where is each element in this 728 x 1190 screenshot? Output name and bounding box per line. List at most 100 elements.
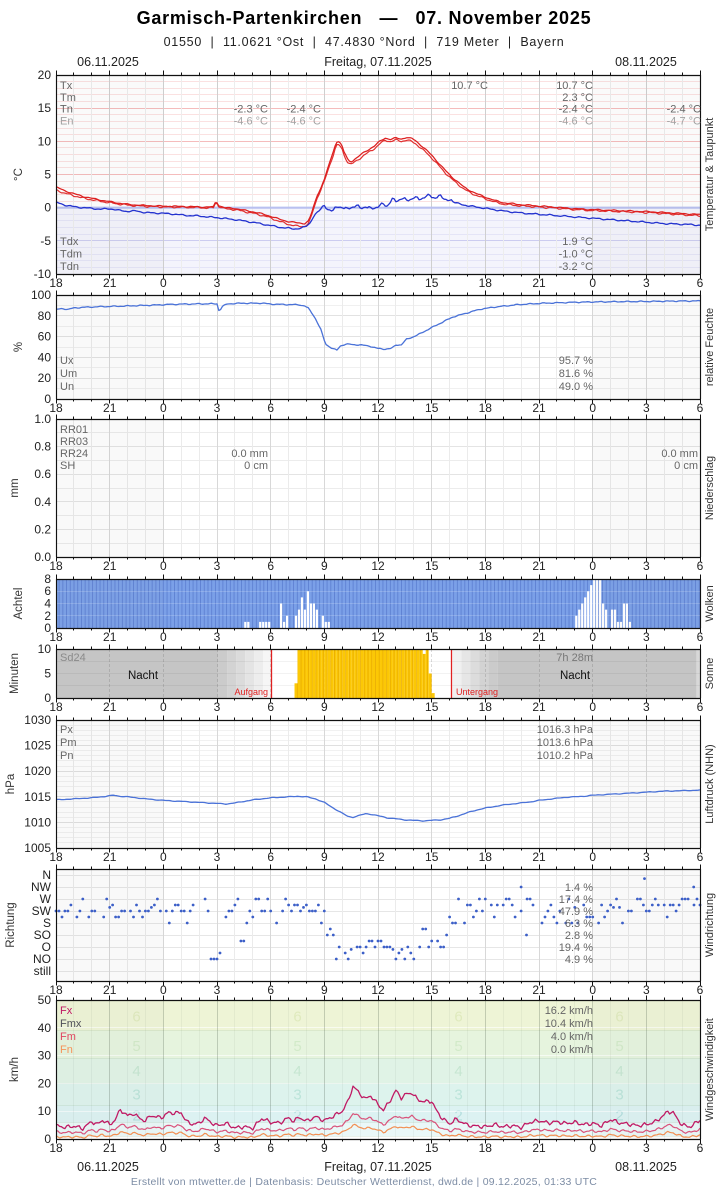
svg-text:-1.0 °C: -1.0 °C — [559, 249, 593, 261]
svg-text:20: 20 — [38, 1076, 52, 1090]
svg-text:Richtung: Richtung — [5, 902, 17, 947]
svg-text:4: 4 — [44, 597, 51, 611]
svg-text:Windgeschwindigkeit: Windgeschwindigkeit — [704, 1018, 716, 1121]
svg-text:15: 15 — [425, 401, 439, 415]
svg-text:Un: Un — [60, 381, 74, 393]
svg-text:Temperatur & Taupunkt: Temperatur & Taupunkt — [704, 118, 716, 232]
svg-text:Fm: Fm — [60, 1031, 76, 1043]
svg-text:1.9 °C: 1.9 °C — [562, 236, 593, 248]
svg-text:Nacht: Nacht — [128, 670, 159, 682]
svg-text:Tn: Tn — [60, 104, 73, 116]
svg-text:%: % — [13, 342, 25, 352]
svg-text:3: 3 — [293, 1087, 301, 1104]
svg-text:2.3 °C: 2.3 °C — [562, 92, 593, 104]
svg-text:Pn: Pn — [60, 750, 73, 762]
svg-text:2: 2 — [454, 1107, 462, 1124]
svg-text:2.8 %: 2.8 % — [565, 930, 593, 942]
svg-text:6: 6 — [267, 700, 274, 714]
svg-text:15: 15 — [38, 101, 52, 115]
svg-text:6.3 %: 6.3 % — [565, 918, 593, 930]
svg-text:-3.2 °C: -3.2 °C — [559, 261, 593, 273]
svg-text:6: 6 — [267, 276, 274, 290]
svg-text:18: 18 — [49, 700, 63, 714]
svg-text:18: 18 — [479, 559, 493, 573]
svg-text:06.11.2025: 06.11.2025 — [77, 55, 139, 69]
svg-text:4: 4 — [615, 1063, 623, 1080]
svg-text:O: O — [42, 940, 51, 954]
svg-text:6: 6 — [697, 1141, 704, 1155]
svg-text:1016.3 hPa: 1016.3 hPa — [537, 724, 594, 736]
svg-text:6: 6 — [454, 1009, 462, 1026]
svg-text:-4.6 °C: -4.6 °C — [287, 115, 321, 127]
svg-text:9: 9 — [321, 1141, 328, 1155]
svg-text:95.7 %: 95.7 % — [559, 355, 593, 367]
svg-text:-4.7 °C: -4.7 °C — [667, 115, 701, 127]
svg-text:2: 2 — [615, 1107, 623, 1124]
svg-text:47.9 %: 47.9 % — [559, 906, 593, 918]
svg-text:20: 20 — [38, 68, 52, 82]
svg-text:5: 5 — [615, 1038, 623, 1055]
svg-text:10: 10 — [38, 1104, 52, 1118]
svg-text:NW: NW — [31, 880, 52, 894]
svg-text:6: 6 — [697, 700, 704, 714]
svg-text:49.0 %: 49.0 % — [559, 381, 593, 393]
svg-text:5: 5 — [132, 1038, 140, 1055]
svg-text:18: 18 — [479, 630, 493, 644]
svg-text:21: 21 — [103, 700, 117, 714]
svg-text:18: 18 — [479, 700, 493, 714]
svg-text:18: 18 — [479, 401, 493, 415]
svg-text:15: 15 — [425, 1141, 439, 1155]
svg-text:12: 12 — [371, 401, 385, 415]
svg-text:0 cm: 0 cm — [244, 460, 268, 472]
svg-text:1.4 %: 1.4 % — [565, 882, 593, 894]
svg-text:Tdm: Tdm — [60, 249, 82, 261]
svg-text:5: 5 — [454, 1038, 462, 1055]
svg-text:3: 3 — [214, 1141, 221, 1155]
svg-text:0: 0 — [44, 1132, 51, 1146]
svg-text:2: 2 — [44, 609, 51, 623]
svg-text:-2.4 °C: -2.4 °C — [559, 104, 593, 116]
svg-text:20: 20 — [38, 371, 52, 385]
svg-text:12: 12 — [371, 559, 385, 573]
svg-text:4.0 km/h: 4.0 km/h — [551, 1031, 593, 1043]
svg-text:21: 21 — [532, 559, 546, 573]
svg-text:Sonne: Sonne — [704, 658, 716, 690]
svg-text:Luftdruck (NHN): Luftdruck (NHN) — [704, 744, 716, 823]
svg-text:N: N — [42, 868, 51, 882]
svg-text:0: 0 — [44, 201, 51, 215]
svg-text:-4.6 °C: -4.6 °C — [234, 115, 268, 127]
svg-text:10: 10 — [38, 642, 52, 656]
svg-text:km/h: km/h — [9, 1057, 21, 1082]
svg-text:50: 50 — [38, 993, 52, 1007]
svg-text:1013.6 hPa: 1013.6 hPa — [537, 737, 594, 749]
svg-text:9: 9 — [321, 401, 328, 415]
svg-text:9: 9 — [321, 559, 328, 573]
svg-text:12: 12 — [371, 983, 385, 997]
svg-text:1010.2 hPa: 1010.2 hPa — [537, 750, 594, 762]
svg-text:18: 18 — [49, 983, 63, 997]
svg-text:3: 3 — [214, 700, 221, 714]
svg-text:Fmx: Fmx — [60, 1018, 82, 1030]
svg-text:21: 21 — [532, 630, 546, 644]
svg-text:2: 2 — [293, 1107, 301, 1124]
svg-text:mm: mm — [9, 478, 21, 497]
svg-text:60: 60 — [38, 330, 52, 344]
svg-text:1025: 1025 — [24, 739, 51, 753]
svg-text:Tdn: Tdn — [60, 261, 79, 273]
svg-text:81.6 %: 81.6 % — [559, 368, 593, 380]
svg-text:30: 30 — [38, 1049, 52, 1063]
svg-text:3: 3 — [214, 850, 221, 864]
svg-text:10: 10 — [38, 134, 52, 148]
svg-text:SO: SO — [34, 928, 51, 942]
svg-text:0.8: 0.8 — [34, 440, 51, 454]
svg-text:hPa: hPa — [5, 773, 17, 794]
svg-text:NO: NO — [33, 952, 51, 966]
svg-text:6: 6 — [697, 630, 704, 644]
svg-text:18: 18 — [479, 983, 493, 997]
svg-text:0.6: 0.6 — [34, 467, 51, 481]
svg-text:Niederschlag: Niederschlag — [704, 456, 716, 520]
svg-text:Ux: Ux — [60, 355, 74, 367]
svg-text:RR24: RR24 — [60, 448, 88, 460]
svg-text:W: W — [40, 892, 52, 906]
svg-text:3: 3 — [132, 1087, 140, 1104]
